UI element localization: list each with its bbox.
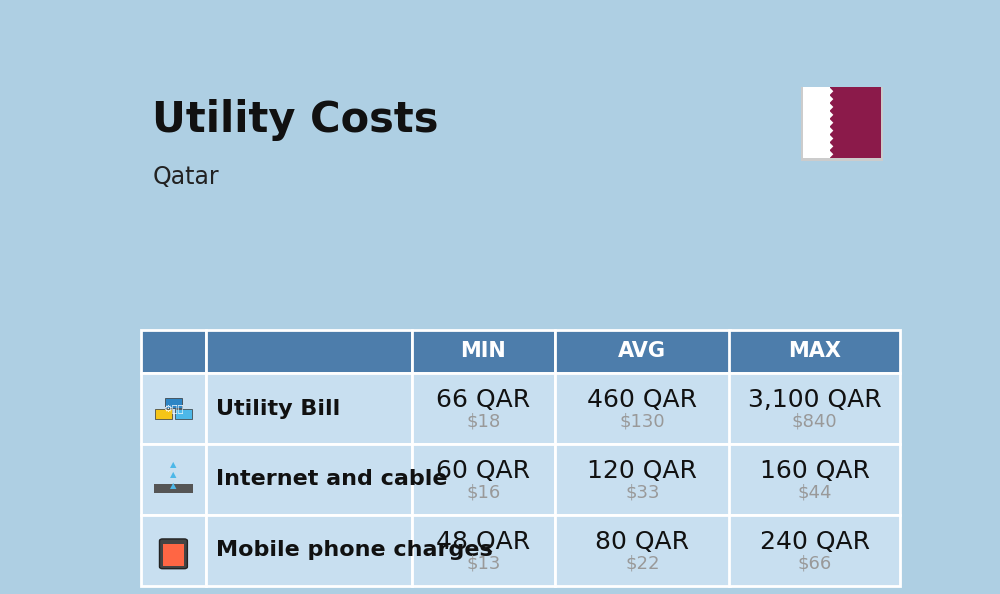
Bar bbox=[555, 373, 730, 444]
Bar bbox=[729, 515, 900, 586]
Bar bbox=[140, 515, 206, 586]
Bar bbox=[206, 444, 412, 515]
Bar bbox=[801, 87, 883, 161]
Bar bbox=[206, 515, 412, 586]
Polygon shape bbox=[830, 95, 836, 103]
Bar bbox=[412, 373, 555, 444]
Polygon shape bbox=[830, 150, 836, 158]
Text: ⚙🔌💧: ⚙🔌💧 bbox=[163, 403, 184, 413]
Text: $130: $130 bbox=[620, 412, 665, 431]
Polygon shape bbox=[830, 103, 836, 111]
Polygon shape bbox=[829, 135, 833, 143]
Text: MIN: MIN bbox=[461, 342, 506, 361]
Polygon shape bbox=[830, 111, 836, 119]
Bar bbox=[140, 373, 206, 444]
Text: Internet and cable: Internet and cable bbox=[216, 469, 447, 489]
Text: $13: $13 bbox=[466, 554, 501, 572]
Bar bbox=[165, 398, 182, 408]
Text: Qatar: Qatar bbox=[152, 165, 219, 189]
Bar bbox=[729, 444, 900, 515]
Text: 48 QAR: 48 QAR bbox=[436, 530, 530, 554]
Bar bbox=[140, 444, 206, 515]
Bar bbox=[555, 444, 730, 515]
Polygon shape bbox=[829, 119, 833, 127]
Polygon shape bbox=[830, 127, 836, 135]
Text: 160 QAR: 160 QAR bbox=[760, 459, 870, 483]
Polygon shape bbox=[829, 111, 833, 119]
Text: Mobile phone charges: Mobile phone charges bbox=[216, 541, 492, 560]
Bar bbox=[729, 330, 900, 373]
Text: 66 QAR: 66 QAR bbox=[436, 388, 530, 412]
Text: AVG: AVG bbox=[618, 342, 666, 361]
Text: 3,100 QAR: 3,100 QAR bbox=[748, 388, 882, 412]
Bar bbox=[412, 515, 555, 586]
Text: Utility Costs: Utility Costs bbox=[152, 99, 439, 141]
Bar bbox=[729, 373, 900, 444]
Polygon shape bbox=[830, 119, 836, 127]
Polygon shape bbox=[830, 143, 836, 150]
Text: $18: $18 bbox=[466, 412, 501, 431]
Text: $66: $66 bbox=[798, 554, 832, 572]
Bar bbox=[412, 444, 555, 515]
Bar bbox=[206, 373, 412, 444]
Polygon shape bbox=[829, 127, 833, 135]
Text: Utility Bill: Utility Bill bbox=[216, 399, 340, 419]
Polygon shape bbox=[829, 103, 833, 111]
Text: $44: $44 bbox=[797, 484, 832, 501]
Bar bbox=[803, 87, 830, 158]
Text: MAX: MAX bbox=[788, 342, 841, 361]
Bar bbox=[555, 330, 730, 373]
Text: $840: $840 bbox=[792, 412, 838, 431]
Text: ▲
▲
▲: ▲ ▲ ▲ bbox=[170, 460, 177, 490]
Text: $33: $33 bbox=[625, 484, 660, 501]
Polygon shape bbox=[829, 95, 833, 103]
Polygon shape bbox=[829, 87, 833, 95]
Text: 80 QAR: 80 QAR bbox=[595, 530, 689, 554]
Bar bbox=[175, 409, 192, 419]
Bar bbox=[163, 544, 184, 567]
Text: 120 QAR: 120 QAR bbox=[587, 459, 697, 483]
Bar bbox=[155, 409, 172, 419]
Polygon shape bbox=[829, 150, 833, 158]
Polygon shape bbox=[830, 87, 836, 95]
Bar bbox=[140, 330, 206, 373]
Polygon shape bbox=[829, 143, 833, 150]
Text: 460 QAR: 460 QAR bbox=[587, 388, 697, 412]
Text: 240 QAR: 240 QAR bbox=[760, 530, 870, 554]
Bar bbox=[830, 87, 881, 158]
Bar bbox=[154, 484, 193, 493]
Text: $16: $16 bbox=[466, 484, 501, 501]
FancyBboxPatch shape bbox=[159, 539, 187, 568]
Bar bbox=[555, 515, 730, 586]
Polygon shape bbox=[830, 135, 836, 143]
Bar bbox=[412, 330, 555, 373]
Bar bbox=[206, 330, 412, 373]
Text: 60 QAR: 60 QAR bbox=[436, 459, 530, 483]
Text: $22: $22 bbox=[625, 554, 660, 572]
